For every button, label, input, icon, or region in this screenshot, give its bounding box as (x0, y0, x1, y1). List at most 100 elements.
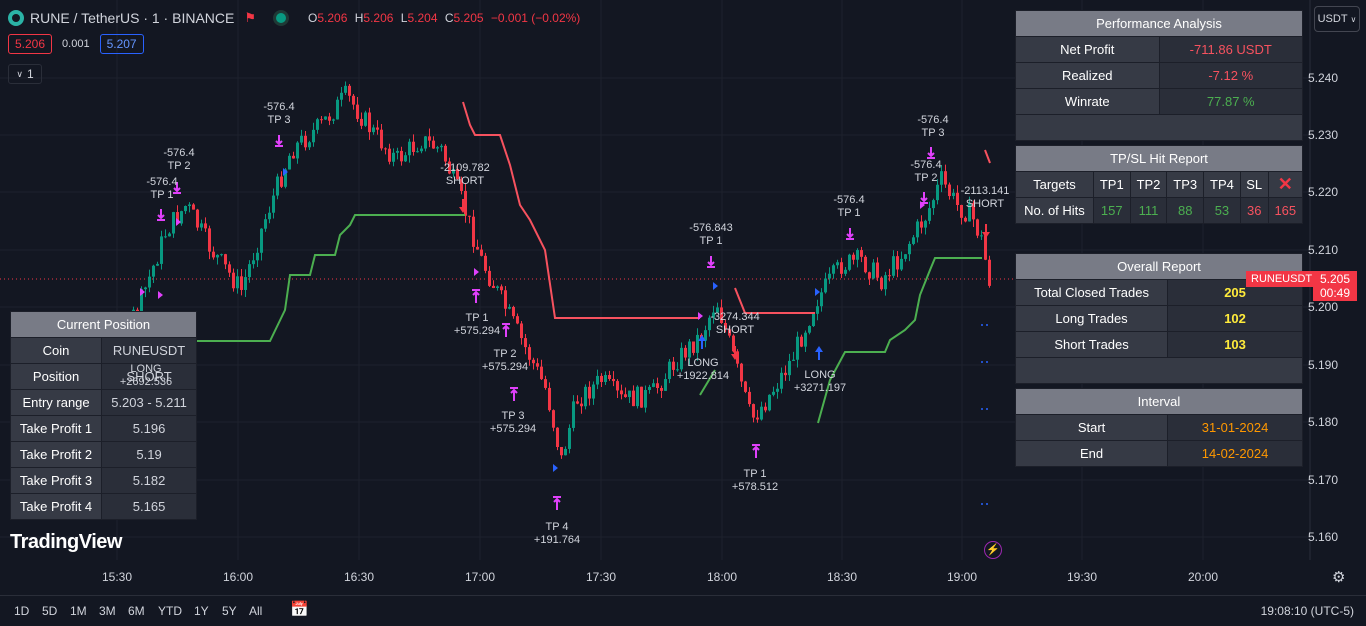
candle (380, 129, 383, 149)
candle (580, 403, 583, 407)
timeframe-3m[interactable]: 3M (99, 604, 116, 618)
candle (868, 272, 871, 279)
candle (268, 212, 271, 220)
candle (412, 141, 415, 152)
candle (676, 369, 679, 371)
timeframe-1y[interactable]: 1Y (194, 604, 209, 618)
candle (752, 404, 755, 418)
candle (984, 235, 987, 260)
date-range-icon[interactable]: 📅 (290, 601, 309, 618)
candle (192, 204, 195, 210)
candle (948, 184, 951, 197)
candle (824, 278, 827, 293)
candle (528, 347, 531, 360)
candle (864, 256, 867, 273)
candle (944, 171, 947, 185)
symbol-title[interactable]: RUNE / TetherUS · 1 · BINANCE (30, 10, 235, 26)
candle (408, 141, 411, 156)
settings-gear-icon[interactable]: ⚙ (1332, 569, 1346, 586)
candle (572, 401, 575, 428)
candle (184, 205, 187, 212)
candle (600, 375, 603, 382)
time-tick: 17:00 (464, 570, 496, 584)
signal-marker-icon (698, 312, 703, 320)
candle (232, 272, 235, 289)
signal-marker-icon (815, 288, 820, 296)
candle (912, 237, 915, 244)
indicators-collapse-button[interactable]: ∨ 1 (8, 64, 42, 84)
candle (680, 347, 683, 370)
time-tick: 16:30 (343, 570, 375, 584)
candle (800, 336, 803, 347)
signal-marker-icon (553, 464, 558, 472)
candle (696, 334, 699, 353)
candle (604, 375, 607, 382)
trade-label: -2113.141 SHORT (960, 185, 1010, 210)
candle (632, 390, 635, 407)
candle (644, 389, 647, 408)
candle (504, 290, 507, 309)
candle (496, 286, 499, 288)
trade-label: -576.4 TP 1 (146, 176, 178, 201)
candle (196, 209, 199, 228)
signal-marker-icon (176, 218, 181, 226)
candle (160, 236, 163, 264)
timeframe-ytd[interactable]: YTD (158, 604, 182, 618)
timeframe-5d[interactable]: 5D (42, 604, 58, 618)
candle (356, 104, 359, 119)
projection-dot (986, 408, 988, 410)
candle (424, 136, 427, 149)
candle (836, 262, 839, 266)
candle (276, 176, 279, 196)
candle (228, 264, 231, 273)
timeframe-6m[interactable]: 6M (128, 604, 145, 618)
tradingview-logo[interactable]: TradingView (10, 531, 122, 553)
candle (860, 250, 863, 257)
candle (648, 386, 651, 390)
candle (588, 386, 591, 399)
trailing-stop-short (734, 287, 815, 314)
timeframe-1d[interactable]: 1D (14, 604, 30, 618)
price-tick: 5.230 (1307, 128, 1338, 142)
candle (636, 386, 639, 407)
lightning-icon[interactable]: ⚡ (984, 541, 1002, 559)
candle (216, 254, 219, 258)
candle (520, 323, 523, 339)
candle (584, 386, 587, 407)
candle (148, 276, 151, 288)
flag-icon[interactable]: ⚑ (244, 10, 257, 25)
bid-button[interactable]: 5.206 (8, 34, 53, 54)
candle (516, 316, 519, 324)
candle (760, 406, 763, 420)
price-chart[interactable] (0, 0, 1366, 595)
trailing-stop-short (462, 101, 700, 319)
candle (708, 317, 711, 331)
candle (756, 417, 759, 420)
short-arrow-icon (982, 224, 990, 238)
trade-label: LONG +1922.814 (676, 357, 730, 382)
tp-marker-icon (275, 135, 283, 146)
timeframe-all[interactable]: All (249, 604, 263, 618)
spread-value: 0.001 (62, 38, 90, 50)
price-tick: 5.190 (1307, 358, 1338, 372)
candle (224, 254, 227, 265)
candle (732, 335, 735, 352)
tp-marker-icon (472, 290, 480, 303)
candle (704, 330, 707, 341)
currency-select[interactable]: USDT ∨ (1314, 6, 1360, 32)
clock[interactable]: 19:08:10 (UTC-5) (1260, 604, 1354, 618)
candle (540, 366, 543, 380)
candle (668, 361, 671, 380)
candle (512, 306, 515, 317)
candle (748, 391, 751, 405)
signal-marker-icon (283, 168, 288, 176)
market-status-icon[interactable] (276, 13, 287, 23)
timeframe-1m[interactable]: 1M (70, 604, 87, 618)
candle (480, 249, 483, 256)
candle (568, 427, 571, 449)
tp-marker-icon (510, 388, 518, 401)
candle (272, 195, 275, 213)
trailing-stop-short (984, 149, 991, 164)
timeframe-5y[interactable]: 5Y (222, 604, 237, 618)
ask-button[interactable]: 5.207 (99, 34, 144, 54)
